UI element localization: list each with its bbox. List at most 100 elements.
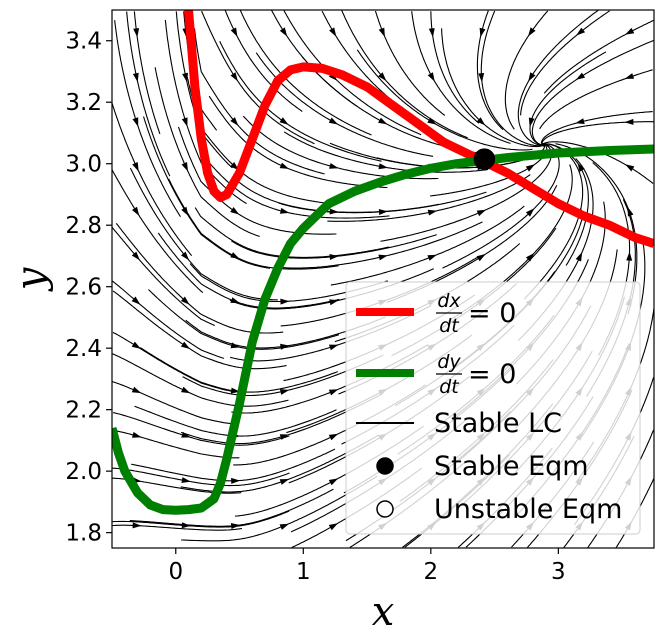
streamline-arrow-67 [378, 209, 388, 215]
streamline-arrow-52 [329, 344, 339, 351]
legend-fraction-numerator-0: dx [437, 290, 461, 312]
streamline-arrow-69 [378, 117, 388, 125]
streamline-arrow-81 [427, 117, 437, 125]
legend-fraction-numerator-1: dy [437, 351, 461, 373]
streamline-arrow-79 [427, 209, 438, 216]
streamline-arrow-5 [131, 296, 141, 305]
streamline-107 [504, 10, 549, 130]
y-tick-label-0: 1.8 [65, 521, 102, 547]
streamline-arrow-118 [575, 72, 586, 80]
x-tick-label-1: 1 [296, 559, 311, 585]
streamline-arrow-49 [328, 478, 339, 486]
streamline-3 [112, 381, 237, 425]
y-axis-label: y [8, 266, 54, 292]
streamline-7 [112, 169, 204, 293]
streamline-8 [112, 103, 193, 257]
streamline-arrow-39 [279, 389, 290, 395]
streamline-15 [112, 353, 289, 407]
plot-frame [111, 9, 655, 549]
streamline-arrow-16 [180, 341, 191, 349]
streamline-arrow-94 [478, 73, 485, 83]
streamline-arrow-20 [181, 162, 188, 172]
streamline-arrow-15 [181, 386, 191, 394]
y-tick-label-7: 3.2 [65, 90, 102, 116]
streamline-arrow-104 [525, 164, 535, 172]
streamline-arrow-13 [181, 477, 191, 483]
streamline-arrow-91 [476, 209, 487, 217]
streamline-arrow-22 [182, 72, 188, 83]
x-tick-label-0: 0 [168, 559, 183, 585]
nullclines [112, 10, 654, 515]
streamline-arrow-19 [181, 206, 189, 216]
streamline-arrow-95 [479, 27, 486, 38]
streamline-arrow-83 [428, 28, 435, 38]
streamline-arrow-51 [328, 389, 339, 396]
streamline-arrow-7 [132, 206, 140, 216]
streamline-arrow-47 [279, 27, 288, 37]
streamline-arrow-44 [279, 162, 289, 169]
y-tick-label-4: 2.6 [65, 275, 102, 301]
streamline-arrow-37 [279, 479, 290, 485]
streamline-arrow-66 [378, 254, 388, 261]
streamline-arrow-68 [378, 163, 388, 170]
y-tick-label-6: 3.0 [65, 152, 102, 178]
x-tick-label-3: 3 [551, 559, 566, 585]
legend-label-2: Stable LC [434, 408, 562, 439]
streamline-46 [239, 10, 372, 136]
x-tick-label-2: 2 [424, 559, 439, 585]
streamline-arrow-129 [624, 118, 634, 125]
streamline-arrow-59 [329, 27, 337, 37]
streamline-arrow-31 [230, 207, 240, 215]
streamline-arrow-71 [378, 27, 385, 37]
streamline-5 [112, 280, 225, 359]
streamline-arrow-117 [575, 118, 585, 124]
streamline-arrow-3 [131, 386, 142, 394]
streamline-arrow-24 [230, 523, 241, 529]
streamline-arrow-53 [329, 299, 339, 306]
streamline-arrow-50 [328, 433, 339, 441]
legend-fraction-denominator-0: dt [439, 315, 460, 337]
streamline-arrow-45 [279, 117, 289, 125]
y-tick-label-2: 2.2 [65, 398, 102, 424]
streamline-arrow-21 [181, 117, 188, 127]
streamline-22 [175, 11, 233, 169]
y-tick-label-1: 2.0 [65, 459, 102, 485]
legend-marker-3 [376, 457, 394, 475]
streamline-arrow-103 [525, 208, 535, 217]
legend-label-3: Stable Eqm [434, 451, 589, 482]
streamline-arrow-70 [378, 72, 387, 81]
streamline-arrow-33 [230, 117, 239, 126]
streamline-arrow-55 [329, 208, 339, 215]
streamline-82 [411, 11, 511, 144]
point-stable-eqm-0 [473, 148, 496, 170]
streamline-arrow-57 [328, 117, 339, 125]
streamline-arrow-18 [181, 251, 190, 261]
legend-marker-4 [376, 500, 394, 518]
streamline-arrow-130 [624, 73, 635, 79]
streamline-arrow-0 [132, 522, 142, 529]
axis-ticks: 0 1 2 3 1.8 2.0 2.2 2.4 2.6 2.8 3.0 3.2 3.4 [65, 29, 565, 585]
legend-box [345, 281, 641, 535]
streamline-arrow-105 [528, 117, 535, 127]
streamline-94 [480, 10, 544, 147]
streamline-arrow-131 [624, 27, 635, 35]
legend-fraction-denominator-1: dt [439, 376, 460, 398]
legend: dx dt = 0 dy dt = 0 Stable LC Stable Eqm Unstabl… [345, 281, 641, 535]
streamline-10 [126, 11, 171, 177]
streamline-118 [531, 39, 654, 147]
streamline-6 [112, 227, 215, 327]
streamline-arrow-127 [627, 207, 634, 217]
legend-rhs-0: = 0 [468, 298, 516, 329]
streamline-14 [112, 412, 290, 446]
streamline-131 [543, 19, 654, 94]
streamline-arrow-78 [427, 254, 437, 261]
streamline-arrow-128 [625, 164, 635, 172]
streamline-arrow-17 [180, 296, 190, 305]
streamline-arrow-38 [279, 434, 290, 440]
x-axis-label: x [372, 589, 395, 635]
equilibria [473, 148, 496, 170]
streamline-arrow-34 [230, 72, 238, 82]
legend-rhs-1: = 0 [468, 359, 516, 390]
streamline-arrow-40 [280, 343, 290, 350]
streamline-arrow-48 [328, 523, 339, 531]
